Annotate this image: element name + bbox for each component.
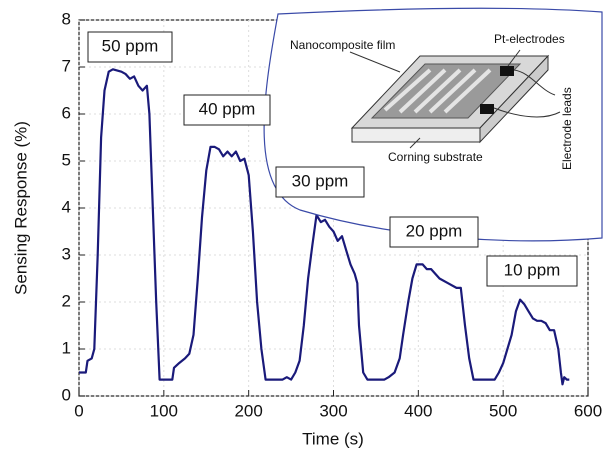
annotation-box: [275, 166, 365, 198]
annotation-box: [183, 94, 271, 126]
y-tick-label: 8: [62, 9, 71, 28]
pt-pad: [500, 66, 514, 76]
inset: Nanocomposite film Pt-electrodes Electro…: [263, 7, 603, 242]
data-line: [79, 68, 570, 386]
y-tick-label: 5: [62, 150, 71, 169]
x-tick-label: 200: [234, 401, 262, 420]
annotation-box: [389, 216, 479, 248]
annotation: 30 ppm: [292, 171, 349, 190]
x-tick-label: 500: [489, 401, 517, 420]
annotation: 10 ppm: [504, 260, 561, 279]
annotations: 50 ppm 40 ppm 30 ppm 20 ppm 10 ppm: [87, 31, 578, 287]
annotation: 50 ppm: [102, 36, 159, 55]
substrate-side: [479, 54, 549, 144]
substrate-front: [351, 127, 481, 143]
leads: [493, 69, 561, 118]
y-tick-label: 2: [62, 291, 71, 310]
x-axis-title: Time (s): [302, 429, 364, 448]
pt-pad: [480, 104, 494, 114]
y-tick-label: 7: [62, 56, 71, 75]
inset-label: Pt-electrodes: [494, 32, 565, 46]
annotation-box: [87, 31, 173, 63]
y-tick-label: 1: [62, 338, 71, 357]
pointer: [349, 51, 401, 73]
y-tick-label: 3: [62, 244, 71, 263]
y-axis-title: Sensing Response (%): [11, 121, 30, 295]
x-tick-label: 100: [150, 401, 178, 420]
x-tick-label: 300: [319, 401, 347, 420]
annotation: 20 ppm: [406, 221, 463, 240]
pointer: [409, 137, 421, 149]
x-tick-label: 400: [404, 401, 432, 420]
inset-label: Electrode leads: [560, 87, 574, 170]
annotation: 40 ppm: [199, 99, 256, 118]
y-tick-label: 6: [62, 103, 71, 122]
pointer: [507, 49, 521, 67]
inset-label: Nanocomposite film: [290, 38, 395, 52]
annotation-box: [486, 255, 578, 287]
y-tick-label: 4: [62, 197, 71, 216]
plot-area: 0 1 2 3 4 5 6 7 8 0 100 200 300 400 500 600: [62, 9, 603, 420]
y-tick-label: 0: [62, 385, 71, 404]
electrode-fingers: [383, 68, 492, 114]
inset-label: Corning substrate: [388, 150, 483, 164]
x-tick-label: 0: [74, 401, 83, 420]
x-tick-label: 600: [574, 401, 602, 420]
